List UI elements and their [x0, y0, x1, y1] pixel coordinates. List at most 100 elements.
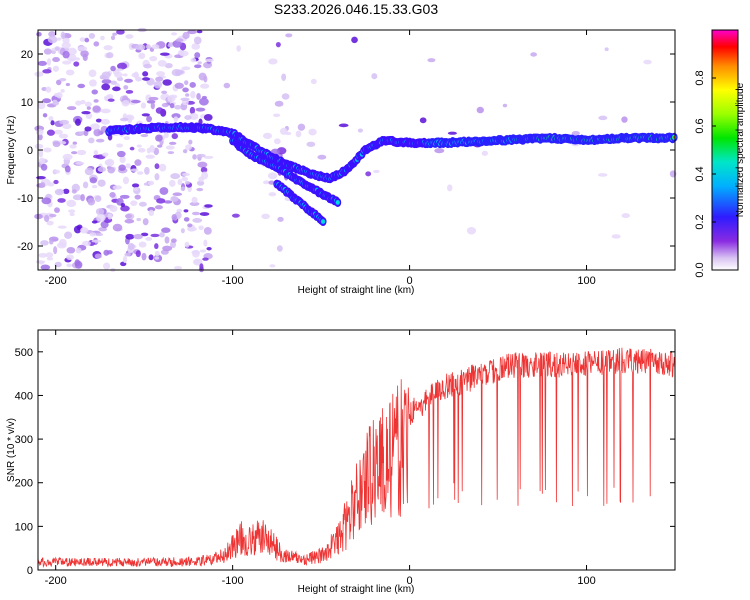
- noise-speckle: [155, 107, 164, 114]
- noise-speckle: [308, 128, 317, 136]
- noise-speckle: [182, 31, 190, 40]
- noise-speckle: [125, 89, 134, 94]
- noise-speckle: [54, 188, 65, 196]
- noise-speckle: [172, 40, 182, 48]
- snr-x-ticks: -200 -100 0 100: [45, 330, 596, 587]
- noise-speckle: [267, 172, 278, 180]
- noise-speckle: [129, 146, 135, 151]
- noise-speckle: [142, 218, 149, 226]
- noise-speckle: [181, 66, 191, 71]
- noise-speckle: [59, 141, 67, 145]
- noise-speckle: [46, 58, 52, 66]
- noise-speckle: [149, 55, 158, 62]
- noise-speckle: [161, 227, 171, 233]
- noise-speckle: [476, 106, 484, 114]
- colorbar-tick-label: 0.4: [694, 166, 706, 181]
- noise-speckle: [159, 187, 169, 195]
- snr-plot-area: [38, 330, 675, 570]
- noise-speckle: [82, 53, 88, 62]
- noise-speckle: [36, 176, 46, 180]
- noise-speckle: [88, 137, 95, 144]
- noise-speckle: [46, 129, 55, 136]
- noise-speckle: [168, 141, 177, 145]
- noise-speckle: [185, 93, 190, 97]
- noise-speckle: [106, 52, 114, 59]
- colorbar-label: Normalized spectral amplitude: [735, 82, 746, 217]
- noise-speckle: [91, 239, 102, 243]
- colorbar-tick-label: 0.0: [694, 262, 706, 277]
- noise-speckle: [142, 77, 151, 81]
- snr-y-label: SNR (10 * v/v): [6, 418, 17, 482]
- noise-speckle: [112, 32, 118, 36]
- noise-speckle: [119, 194, 130, 199]
- noise-speckle: [150, 233, 160, 238]
- colorbar-tick-label: 0.8: [694, 70, 706, 85]
- noise-speckle: [196, 187, 204, 192]
- noise-speckle: [56, 37, 62, 41]
- noise-speckle: [37, 133, 43, 141]
- noise-speckle: [171, 214, 177, 221]
- noise-speckle: [147, 207, 156, 212]
- noise-speckle: [171, 68, 182, 77]
- noise-speckle: [268, 192, 277, 197]
- noise-speckle: [56, 79, 62, 86]
- noise-speckle: [143, 63, 152, 69]
- noise-speckle: [351, 36, 358, 44]
- noise-speckle: [86, 106, 91, 110]
- noise-speckle: [643, 59, 652, 65]
- noise-speckle: [104, 159, 112, 166]
- noise-speckle: [277, 216, 284, 222]
- noise-speckle: [447, 131, 457, 135]
- noise-speckle: [131, 183, 140, 188]
- noise-speckle: [156, 71, 166, 77]
- noise-speckle: [223, 82, 231, 89]
- noise-speckle: [184, 80, 189, 86]
- noise-speckle: [34, 143, 44, 149]
- noise-speckle: [41, 197, 52, 205]
- noise-speckle: [100, 118, 110, 125]
- noise-speckle: [116, 143, 124, 148]
- noise-speckle: [151, 44, 160, 50]
- noise-speckle: [274, 100, 284, 107]
- noise-speckle: [148, 96, 159, 101]
- noise-speckle: [65, 82, 71, 87]
- noise-speckle: [73, 61, 80, 67]
- spectrogram-x-label: Height of straight line (km): [298, 285, 415, 296]
- x-tick-label: -100: [222, 575, 244, 587]
- noise-speckle: [202, 257, 209, 261]
- noise-speckle: [163, 200, 173, 204]
- noise-speckle: [112, 185, 122, 190]
- noise-speckle: [598, 115, 608, 121]
- y-tick-label: -10: [17, 193, 33, 205]
- noise-speckle: [530, 52, 538, 57]
- y-tick-label: 500: [15, 347, 33, 359]
- noise-speckle: [161, 90, 168, 95]
- noise-speckle: [118, 164, 126, 171]
- noise-speckle: [148, 209, 155, 217]
- noise-speckle: [317, 154, 327, 160]
- noise-speckle: [34, 71, 44, 77]
- y-tick-label: 300: [15, 434, 33, 446]
- noise-speckle: [262, 132, 273, 139]
- noise-speckle: [196, 30, 203, 34]
- noise-speckle: [191, 43, 201, 50]
- noise-speckle: [263, 180, 270, 185]
- noise-speckle: [36, 32, 42, 37]
- noise-speckle: [101, 79, 112, 84]
- noise-speckle: [122, 73, 128, 77]
- noise-speckle: [276, 245, 283, 252]
- noise-speckle: [154, 256, 160, 260]
- noise-speckle: [48, 116, 54, 121]
- noise-speckle: [136, 144, 142, 148]
- noise-speckle: [193, 36, 202, 45]
- noise-speckle: [60, 31, 66, 40]
- noise-speckle: [93, 154, 100, 159]
- noise-speckle: [182, 149, 188, 154]
- noise-speckle: [97, 166, 106, 173]
- noise-speckle: [124, 213, 132, 219]
- noise-speckle: [203, 227, 212, 235]
- noise-speckle: [203, 155, 214, 159]
- x-tick-label: 100: [577, 575, 595, 587]
- noise-speckle: [159, 232, 165, 238]
- noise-speckle: [84, 101, 92, 107]
